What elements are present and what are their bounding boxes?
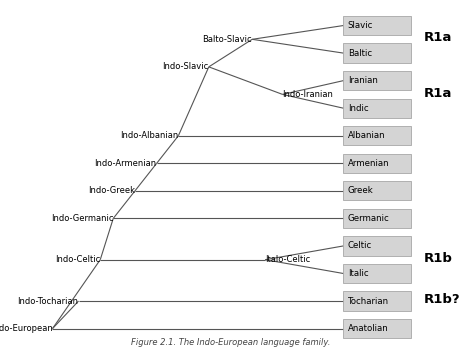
Text: Indo-Iranian: Indo-Iranian — [283, 90, 333, 99]
FancyBboxPatch shape — [343, 154, 410, 173]
Text: R1a: R1a — [424, 32, 452, 44]
Text: Italic: Italic — [348, 269, 368, 278]
FancyBboxPatch shape — [343, 319, 410, 338]
Text: R1a: R1a — [424, 86, 452, 99]
FancyBboxPatch shape — [343, 264, 410, 283]
FancyBboxPatch shape — [343, 181, 410, 201]
Text: Indic: Indic — [348, 104, 368, 113]
Text: Balto-Slavic: Balto-Slavic — [202, 35, 252, 44]
FancyBboxPatch shape — [343, 16, 410, 35]
Text: R1b?: R1b? — [424, 293, 460, 306]
Text: Anatolian: Anatolian — [348, 324, 389, 333]
Text: Iranian: Iranian — [348, 76, 378, 85]
Text: Slavic: Slavic — [348, 21, 373, 30]
FancyBboxPatch shape — [343, 126, 410, 145]
Text: Albanian: Albanian — [348, 131, 385, 140]
Text: Armenian: Armenian — [348, 159, 389, 168]
Text: Indo-Albanian: Indo-Albanian — [120, 131, 178, 140]
FancyBboxPatch shape — [343, 236, 410, 256]
FancyBboxPatch shape — [343, 71, 410, 90]
Text: Indo-European: Indo-European — [0, 324, 53, 333]
FancyBboxPatch shape — [343, 43, 410, 63]
Text: Figure 2.1. The Indo-European language family.: Figure 2.1. The Indo-European language f… — [131, 338, 330, 347]
FancyBboxPatch shape — [343, 99, 410, 118]
Text: Italo-Celtic: Italo-Celtic — [265, 255, 310, 264]
Text: Greek: Greek — [348, 186, 374, 195]
Text: Tocharian: Tocharian — [348, 296, 389, 306]
Text: Baltic: Baltic — [348, 49, 372, 58]
Text: Indo-Germanic: Indo-Germanic — [51, 214, 113, 223]
Text: Germanic: Germanic — [348, 214, 390, 223]
FancyBboxPatch shape — [343, 209, 410, 228]
Text: Indo-Greek: Indo-Greek — [88, 186, 135, 195]
Text: R1b: R1b — [424, 252, 453, 265]
FancyBboxPatch shape — [343, 292, 410, 311]
Text: Indo-Armenian: Indo-Armenian — [94, 159, 157, 168]
Text: Indo-Slavic: Indo-Slavic — [163, 62, 209, 71]
Text: Indo-Tocharian: Indo-Tocharian — [18, 296, 79, 306]
Text: Celtic: Celtic — [348, 241, 372, 251]
Text: Indo-Celtic: Indo-Celtic — [55, 255, 100, 264]
